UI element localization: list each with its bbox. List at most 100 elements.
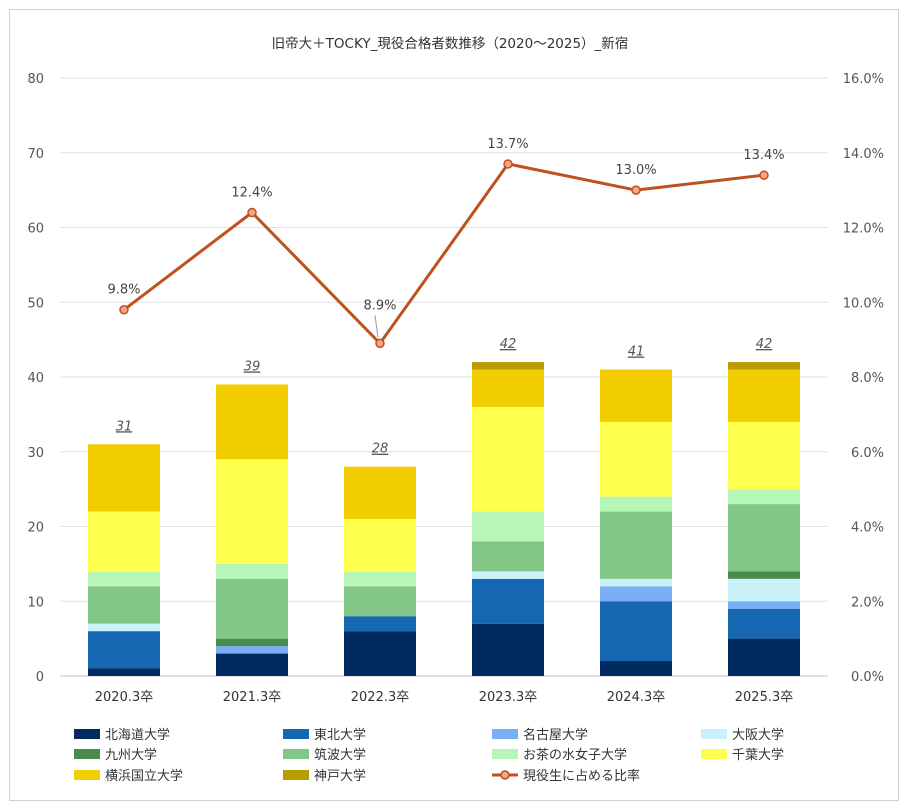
bar-segment bbox=[472, 578, 544, 624]
x-tick-label: 2022.3卒 bbox=[351, 690, 410, 705]
bars-layer bbox=[88, 362, 800, 676]
bar-segment bbox=[600, 421, 672, 497]
bar-segment bbox=[728, 578, 800, 602]
grid-layer bbox=[60, 77, 828, 677]
legend-swatch bbox=[283, 749, 309, 759]
y2-tick-label: 10.0% bbox=[843, 296, 884, 311]
bar-segment bbox=[344, 519, 416, 572]
bar-segment bbox=[472, 369, 544, 407]
legend-label: 北海道大学 bbox=[105, 727, 170, 743]
bar-segment bbox=[216, 646, 288, 654]
x-tick-label: 2021.3卒 bbox=[223, 690, 282, 705]
bar-segment bbox=[216, 563, 288, 579]
bar-segment bbox=[728, 362, 800, 370]
bar-segment bbox=[472, 406, 544, 512]
legend-swatch bbox=[492, 749, 518, 759]
legend-label: お茶の水女子大学 bbox=[523, 747, 627, 763]
ratio-label-leader bbox=[374, 315, 379, 338]
total-label: 41 bbox=[628, 345, 645, 360]
legend-swatch bbox=[74, 770, 100, 780]
bar-segment bbox=[88, 668, 160, 676]
y-tick-label: 10 bbox=[27, 595, 44, 610]
bar-segment bbox=[88, 511, 160, 572]
bar-segment bbox=[600, 661, 672, 676]
ratio-marker bbox=[759, 170, 769, 180]
y2-tick-label: 0.0% bbox=[851, 670, 884, 685]
ratio-label: 8.9% bbox=[363, 298, 396, 313]
x-tick-label: 2025.3卒 bbox=[735, 690, 794, 705]
y-tick-label: 40 bbox=[27, 371, 44, 386]
bar-segment bbox=[88, 571, 160, 587]
bar-segment bbox=[472, 541, 544, 572]
bar-segment bbox=[88, 444, 160, 512]
y-tick-label: 0 bbox=[36, 670, 44, 685]
bar-segment bbox=[88, 586, 160, 624]
bar-segment bbox=[728, 638, 800, 676]
axis-layer: 0 10 20 30 40 50 60 70 80 0.0% 2.0% 4.0% 6.0% 8.0% 10.… bbox=[27, 72, 884, 705]
bar-segment bbox=[728, 504, 800, 572]
bar-segment bbox=[88, 631, 160, 669]
legend-swatch bbox=[492, 729, 518, 739]
legend-label: 東北大学 bbox=[314, 727, 366, 743]
bar-segment bbox=[472, 511, 544, 542]
y2-tick-label: 4.0% bbox=[851, 521, 884, 536]
legend-swatch bbox=[283, 770, 309, 780]
y-tick-label: 30 bbox=[27, 446, 44, 461]
bar-segment bbox=[472, 623, 544, 676]
labels-layer: 31 39 28 42 41 42 9.8% 12.4% 8.9% 13.7% 13.0% 13.4% bbox=[107, 137, 784, 457]
bar-segment bbox=[728, 369, 800, 422]
bar-segment bbox=[344, 466, 416, 520]
bar-segment bbox=[728, 571, 800, 579]
y-tick-label: 20 bbox=[27, 521, 44, 536]
bar-segment bbox=[472, 571, 544, 579]
bar-segment bbox=[728, 608, 800, 639]
bar-segment bbox=[344, 631, 416, 676]
bar-segment bbox=[216, 384, 288, 460]
ratio-label: 12.4% bbox=[231, 186, 272, 201]
legend-label: 九州大学 bbox=[105, 747, 157, 763]
legend-swatch bbox=[701, 749, 727, 759]
total-label: 42 bbox=[500, 337, 517, 352]
y-tick-label: 70 bbox=[27, 147, 44, 162]
total-label: 28 bbox=[372, 442, 389, 457]
bar-segment bbox=[600, 586, 672, 602]
chart-title: 旧帝大＋TOCKY_現役合格者数推移（2020～2025）_新宿 bbox=[272, 35, 629, 52]
ratio-marker bbox=[119, 304, 129, 315]
legend-swatch bbox=[74, 749, 100, 759]
ratio-marker bbox=[631, 185, 641, 195]
legend-swatch bbox=[283, 729, 309, 739]
legend-swatch bbox=[500, 770, 510, 780]
total-label: 42 bbox=[756, 337, 773, 352]
y2-tick-label: 12.0% bbox=[843, 222, 884, 237]
bar-segment bbox=[216, 459, 288, 564]
legend-label: 大阪大学 bbox=[732, 727, 784, 743]
bar-segment bbox=[88, 623, 160, 632]
bar-segment bbox=[600, 369, 672, 422]
bar-segment bbox=[216, 653, 288, 676]
ratio-marker bbox=[375, 338, 385, 349]
bar-segment bbox=[728, 601, 800, 609]
legend-label: 千葉大学 bbox=[732, 747, 784, 763]
x-tick-label: 2023.3卒 bbox=[479, 690, 538, 705]
y2-tick-label: 8.0% bbox=[851, 371, 884, 386]
ratio-label: 9.8% bbox=[107, 283, 140, 298]
bar-segment bbox=[728, 489, 800, 505]
bar-segment bbox=[216, 638, 288, 647]
legend-label: 筑波大学 bbox=[314, 747, 366, 763]
bar-segment bbox=[344, 586, 416, 617]
ratio-line bbox=[123, 162, 765, 346]
y2-tick-label: 6.0% bbox=[851, 446, 884, 461]
total-label: 31 bbox=[116, 419, 133, 434]
ratio-label: 13.7% bbox=[487, 137, 528, 152]
legend-label: 現役生に占める比率 bbox=[523, 768, 640, 784]
legend-swatch bbox=[701, 729, 727, 739]
y2-tick-label: 14.0% bbox=[843, 147, 884, 162]
ratio-marker bbox=[247, 207, 257, 218]
y-tick-label: 50 bbox=[27, 296, 44, 311]
chart-svg: 旧帝大＋TOCKY_現役合格者数推移（2020～2025）_新宿 0 10 20 30… bbox=[27, 35, 884, 784]
line-layer bbox=[119, 159, 769, 349]
bar-segment bbox=[216, 578, 288, 639]
bar-segment bbox=[728, 421, 800, 490]
legend-label: 横浜国立大学 bbox=[105, 768, 183, 784]
